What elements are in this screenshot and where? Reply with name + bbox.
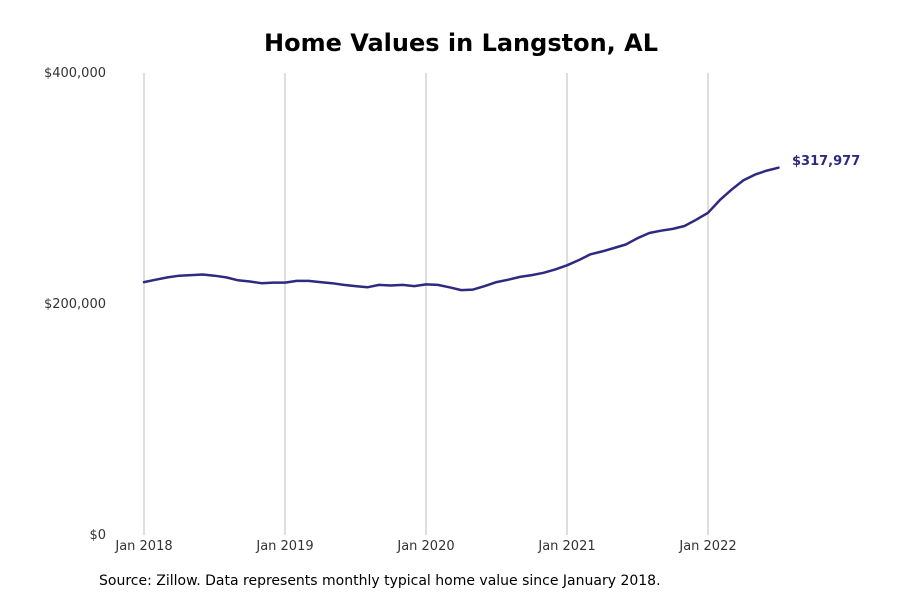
- series-group: [142, 166, 780, 292]
- y-tick-label: $200,000: [44, 297, 106, 312]
- grid-lines: [143, 73, 709, 535]
- x-tick-label: Jan 2019: [255, 539, 313, 554]
- x-tick-label: Jan 2018: [114, 539, 172, 554]
- y-axis-tick-labels: $0 $200,000 $400,000: [44, 66, 106, 543]
- y-tick-label: $0: [89, 528, 106, 543]
- source-note: Source: Zillow. Data represents monthly …: [99, 573, 661, 589]
- x-tick-label: Jan 2021: [537, 539, 595, 554]
- x-tick-label: Jan 2022: [678, 539, 736, 554]
- x-tick-label: Jan 2020: [396, 539, 454, 554]
- chart-title: Home Values in Langston, AL: [264, 29, 658, 57]
- x-axis-tick-labels: Jan 2018 Jan 2019 Jan 2020 Jan 2021 Jan 2022: [114, 539, 736, 554]
- y-tick-label: $400,000: [44, 66, 106, 81]
- series-line: [142, 166, 780, 292]
- end-value-label: $317,977: [792, 154, 860, 169]
